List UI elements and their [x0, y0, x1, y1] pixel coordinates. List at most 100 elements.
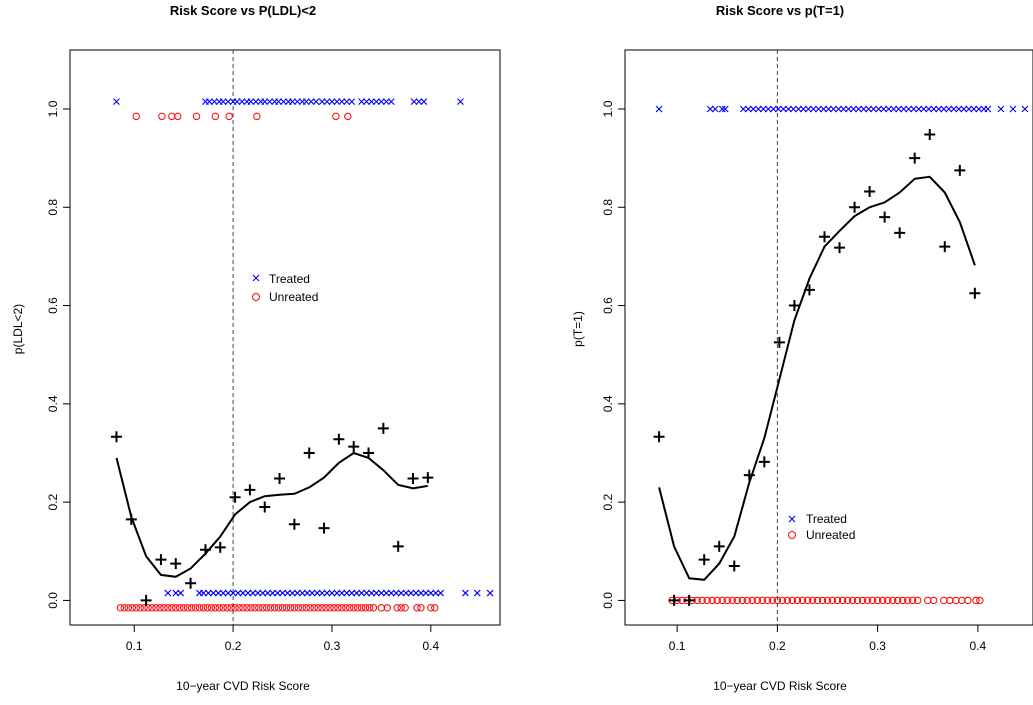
point-treated [239, 589, 247, 597]
point-treated [422, 589, 430, 597]
point-binned [377, 422, 389, 434]
point-treated [247, 98, 255, 105]
point-treated [234, 589, 242, 597]
point-unreated [235, 604, 243, 612]
legend: Treated Unreated [788, 512, 855, 542]
point-treated [348, 589, 356, 597]
x-axis-label: 10−year CVD Risk Score [713, 679, 847, 693]
point-unreated [361, 604, 370, 612]
point-unreated [270, 604, 279, 612]
legend-marker-treated [788, 515, 796, 523]
point-treated [209, 589, 217, 597]
point-binned [728, 560, 740, 572]
point-treated [965, 105, 973, 113]
point-unreated [893, 596, 902, 605]
point-treated [289, 589, 296, 597]
point-unreated [878, 596, 887, 605]
x-tick-label: 0.2 [225, 639, 242, 653]
point-binned [773, 336, 785, 348]
point-unreated [330, 604, 338, 612]
point-unreated [227, 604, 235, 612]
point-treated [353, 589, 361, 597]
point-unreated [314, 604, 322, 612]
point-treated [905, 105, 913, 113]
point-treated [718, 105, 726, 113]
smooth-line [115, 451, 428, 578]
point-treated [313, 589, 321, 597]
point-unreated [132, 604, 140, 612]
point-unreated [383, 604, 392, 612]
point-unreated [818, 596, 827, 605]
point-unreated [344, 112, 352, 121]
point-binned [110, 431, 122, 443]
point-binned [155, 554, 167, 566]
legend-entry-unreated: Unreated [252, 290, 318, 304]
point-unreated [282, 604, 291, 612]
point-unreated [207, 604, 216, 612]
point-treated [358, 589, 365, 597]
y-tick-label: 0.4 [46, 395, 60, 412]
point-unreated [413, 604, 421, 612]
point-treated [437, 589, 445, 597]
point-treated [205, 589, 212, 597]
point-treated [373, 589, 380, 597]
point-treated [865, 105, 872, 113]
point-unreated [868, 596, 877, 605]
point-unreated [160, 604, 168, 612]
point-treated [293, 589, 301, 597]
point-unreated [793, 596, 802, 605]
point-treated [432, 589, 440, 597]
point-unreated [239, 604, 247, 612]
point-unreated [883, 596, 892, 605]
point-treated [885, 105, 893, 113]
x-tick-label: 0.3 [869, 639, 886, 653]
point-unreated [393, 604, 401, 612]
point-unreated [401, 604, 409, 612]
point-treated [358, 98, 365, 105]
point-binned [244, 484, 256, 496]
point-unreated [144, 604, 152, 612]
point-unreated [708, 596, 716, 605]
point-treated [473, 589, 481, 597]
y-tick-label: 0.8 [46, 199, 60, 216]
point-treated [975, 105, 983, 113]
point-binned [318, 522, 330, 534]
point-binned [274, 473, 286, 485]
point-unreated [168, 604, 176, 612]
point-treated [312, 98, 320, 105]
point-unreated [247, 604, 255, 612]
point-treated [177, 589, 185, 597]
point-binned [924, 129, 936, 141]
point-unreated [179, 604, 188, 612]
point-treated [739, 105, 747, 113]
point-treated [392, 589, 400, 597]
point-treated [410, 98, 418, 105]
point-treated [805, 105, 812, 113]
point-treated [900, 105, 908, 113]
point-unreated [326, 604, 334, 612]
point-unreated [219, 604, 227, 612]
point-treated [238, 98, 246, 105]
point-unreated [778, 596, 787, 605]
legend-marker-treated [252, 274, 260, 282]
point-treated [915, 105, 923, 113]
point-unreated [116, 604, 125, 612]
point-unreated [334, 604, 342, 612]
point-binned [939, 241, 951, 253]
point-treated [244, 589, 252, 597]
point-unreated [199, 604, 208, 612]
point-unreated [873, 596, 882, 605]
point-treated [318, 589, 326, 597]
point-unreated [318, 604, 326, 612]
point-binned [879, 211, 891, 223]
point-unreated [332, 112, 340, 121]
point-unreated [813, 596, 822, 605]
point-treated [164, 589, 172, 597]
point-treated [774, 105, 782, 113]
point-treated [830, 105, 837, 113]
point-treated [318, 98, 326, 105]
point-treated [200, 589, 207, 597]
point-treated [368, 589, 375, 597]
point-treated [850, 105, 857, 113]
